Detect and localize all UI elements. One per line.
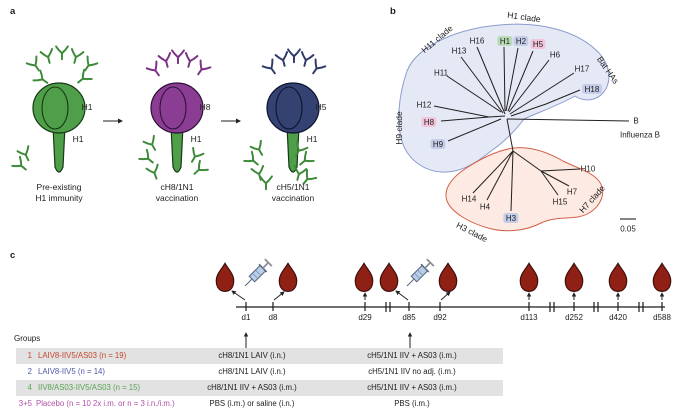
unit-caption: Pre-existing xyxy=(36,182,82,192)
table-row-band xyxy=(16,348,503,364)
taxon-label-highlighted: H5 xyxy=(530,39,546,49)
timeline xyxy=(215,257,672,348)
taxon-label-highlighted: H2 xyxy=(513,36,529,46)
unit-caption: vaccination xyxy=(155,193,199,203)
day-label: d113 xyxy=(520,313,538,322)
dose2-cell: PBS (i.m.) xyxy=(394,399,430,408)
unit-caption: H1 immunity xyxy=(35,193,83,203)
panel-a-label: a xyxy=(10,6,16,17)
antibody-icon xyxy=(145,49,212,80)
table-row: 2 LAIV8-IIV5 (n = 14) cH8/1N1 LAIV (i.n.… xyxy=(0,364,540,380)
vaccination-arrows xyxy=(243,332,413,348)
syringe-icon xyxy=(240,257,436,291)
tree-branches xyxy=(433,46,630,212)
panel-c-label: c xyxy=(10,250,16,261)
head-label: H5 xyxy=(315,102,327,112)
taxon-label: H16 xyxy=(469,36,485,46)
taxon-label: H11 xyxy=(433,68,449,78)
table-row: 3+5 Placebo (n = 10 2x i.m. or n = 3 i.n… xyxy=(0,396,540,412)
day-label: d85 xyxy=(402,313,416,322)
head-label: H1 xyxy=(81,102,93,112)
group-number: 4 xyxy=(27,383,32,392)
timeline-break-marks xyxy=(385,302,644,312)
unit-caption: cH5/1N1 xyxy=(276,182,310,192)
day-label: d8 xyxy=(268,313,278,322)
taxon-label: H15 xyxy=(552,197,568,207)
day-label: d29 xyxy=(358,313,372,322)
panel-b-label: b xyxy=(390,6,396,17)
group-number: 2 xyxy=(27,367,32,376)
taxon-label: H14 xyxy=(461,194,477,204)
day-label: d252 xyxy=(565,313,583,322)
timeline-ticks xyxy=(245,302,663,311)
blood-drop-icon xyxy=(215,262,672,292)
dose2-cell: cH5/1N1 IIV + AS03 (i.m.) xyxy=(367,383,457,392)
group-name: LAIV8-IIV5/AS03 (n = 19) xyxy=(38,351,127,360)
taxon-label: H13 xyxy=(451,46,467,56)
table-row: 4 IIV8/AS03-IIV5/AS03 (n = 15) cH8/1N1 I… xyxy=(0,380,540,396)
taxon-label-highlighted: H18 xyxy=(582,84,602,94)
day-label: d588 xyxy=(653,313,671,322)
stalk-label: H1 xyxy=(306,134,318,144)
stalk-label: H1 xyxy=(72,134,84,144)
taxon-label: H6 xyxy=(549,50,561,60)
group-name: LAIV8-IIV5 (n = 14) xyxy=(38,367,105,376)
influenza-b-node-label: B xyxy=(633,116,639,126)
taxon-label: H7 xyxy=(566,187,578,197)
group-number: 1 xyxy=(27,351,32,360)
taxon-label-highlighted: H9 xyxy=(430,139,446,149)
ha-trimer-ch5 xyxy=(243,48,327,191)
taxon-label-highlighted: H1 xyxy=(497,36,513,46)
clade-label-h9: H9 clade xyxy=(394,111,404,145)
taxon-label: H4 xyxy=(479,202,491,212)
day-label: d92 xyxy=(433,313,447,322)
dose1-cell: PBS (i.m.) or saline (i.n.) xyxy=(209,399,295,408)
table-row-band xyxy=(16,380,503,396)
group-number: 3+5 xyxy=(18,399,32,408)
dose2-cell: cH5/1N1 IIV + AS03 (i.m.) xyxy=(367,351,457,360)
taxon-label: H17 xyxy=(574,64,590,74)
group1-blob xyxy=(398,23,610,173)
dose1-cell: cH8/1N1 LAIV (i.n.) xyxy=(218,351,286,360)
scale-bar-label: 0.05 xyxy=(620,224,636,234)
table-row: 1 LAIV8-IIV5/AS03 (n = 19) cH8/1N1 LAIV … xyxy=(0,348,540,364)
groups-header: Groups xyxy=(14,334,41,343)
group2-blob xyxy=(445,147,604,232)
influenza-b-label: Influenza B xyxy=(619,130,661,140)
dose1-cell: cH8/1N1 IIV + AS03 (i.m.) xyxy=(207,383,297,392)
antibody-icon xyxy=(261,48,327,78)
day-label: d420 xyxy=(609,313,627,322)
group-name: IIV8/AS03-IIV5/AS03 (n = 15) xyxy=(38,383,141,392)
taxon-label: H12 xyxy=(416,100,432,110)
unit-caption: cH8/1N1 xyxy=(160,182,194,192)
taxon-label-highlighted: H3 xyxy=(503,213,519,223)
ha-trimer-preexisting xyxy=(11,45,99,176)
stalk-label: H1 xyxy=(190,134,202,144)
day-label: d1 xyxy=(241,313,251,322)
phylo-tree xyxy=(398,23,636,232)
sampling-arrows xyxy=(231,290,665,301)
dose2-cell: cH5/1N1 IIV no adj. (i.m.) xyxy=(368,367,456,376)
unit-caption: vaccination xyxy=(271,193,315,203)
taxon-label-highlighted: H8 xyxy=(421,117,437,127)
dose1-cell: cH8/1N1 LAIV (i.n.) xyxy=(218,367,286,376)
group-name: Placebo (n = 10 2x i.m. or n = 3 i.n./i.… xyxy=(36,399,175,408)
ha-trimer-ch8 xyxy=(138,49,212,182)
head-label: H8 xyxy=(199,102,211,112)
taxon-label: H10 xyxy=(580,164,596,174)
